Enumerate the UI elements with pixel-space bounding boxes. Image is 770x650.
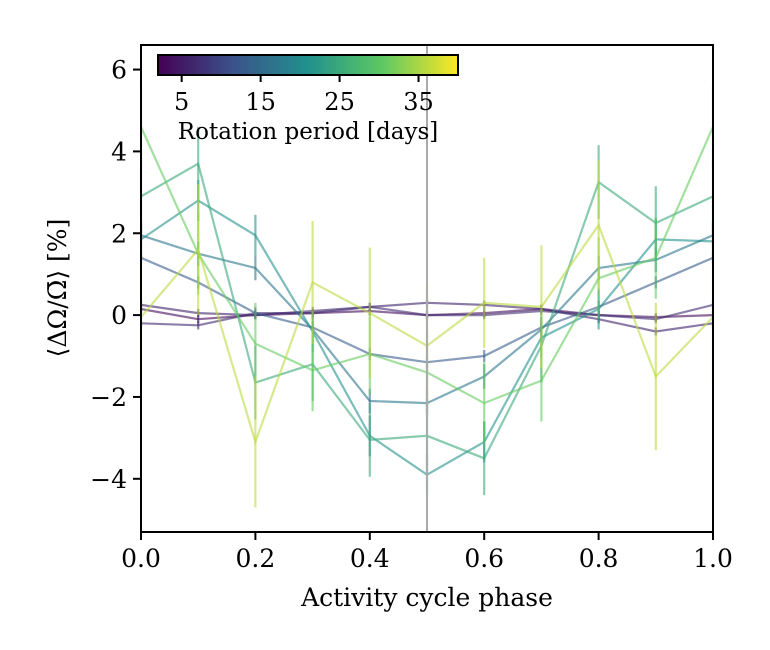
colorbar-tick-label: 15 <box>245 88 276 116</box>
y-tick-label: −2 <box>90 383 127 412</box>
y-tick-label: 2 <box>111 219 127 248</box>
y-tick-label: 6 <box>111 56 127 85</box>
colorbar-gradient <box>157 54 459 76</box>
colorbar-tick-label: 5 <box>174 88 189 116</box>
colorbar-label: Rotation period [days] <box>178 119 438 145</box>
plot-frame <box>140 44 714 533</box>
colorbar-tick-label: 35 <box>403 88 434 116</box>
x-tick-label: 1.0 <box>693 544 733 573</box>
colorbar-ticks: 5 15 25 35 <box>174 75 434 116</box>
colorbar-tick-label: 25 <box>324 88 355 116</box>
x-tick-label: 0.8 <box>579 544 619 573</box>
y-axis: 6 4 2 0 −2 −4 <box>90 56 141 494</box>
y-tick-label: 4 <box>111 137 127 166</box>
y-tick-label: −4 <box>90 465 127 494</box>
x-tick-label: 0.6 <box>464 544 504 573</box>
x-tick-label: 0.0 <box>121 544 161 573</box>
y-axis-label: ⟨ΔΩ/Ω̄⟩ [%] <box>43 219 72 358</box>
y-tick-label: 0 <box>111 301 127 330</box>
x-axis-label: Activity cycle phase <box>300 583 553 612</box>
colorbar: 5 15 25 35 Rotation period [days] <box>157 54 459 145</box>
x-tick-label: 0.4 <box>350 544 390 573</box>
x-axis: 0.0 0.2 0.4 0.6 0.8 1.0 <box>121 532 733 573</box>
x-tick-label: 0.2 <box>236 544 276 573</box>
